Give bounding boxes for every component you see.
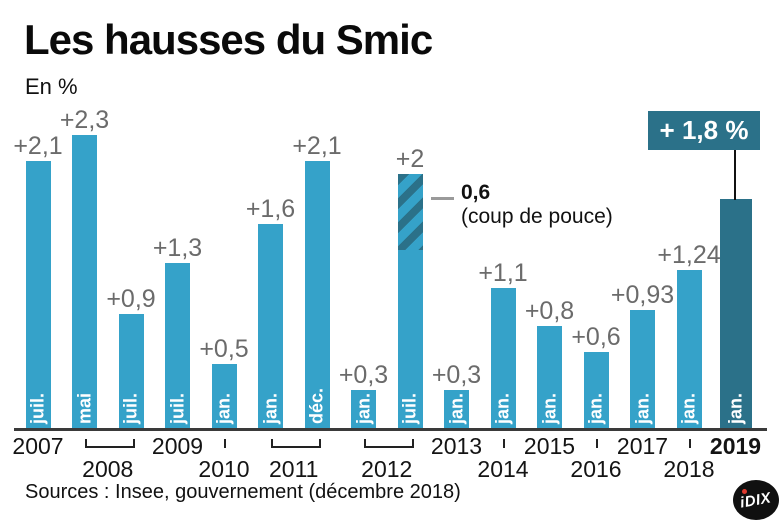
month-label: jan. (353, 392, 373, 424)
value-label: +2,1 (13, 131, 63, 160)
value-label: +1,1 (478, 259, 528, 288)
bar-2008-juil: juil. (118, 313, 144, 428)
year-label-2008: 2008 (82, 456, 134, 482)
coup-de-pouce-hatch (397, 173, 423, 250)
value-label: +2,1 (292, 131, 342, 160)
month-label: juil. (120, 392, 141, 424)
year-label-2015: 2015 (523, 433, 576, 459)
value-label: +0,3 (431, 360, 482, 389)
year-label-2013: 2013 (430, 433, 483, 459)
value-label: +2 (395, 144, 425, 173)
value-label: +0,5 (199, 335, 249, 364)
value-label: +1,3 (152, 233, 203, 262)
month-label: déc. (306, 387, 327, 424)
month-label: jan. (260, 392, 280, 424)
value-label: +0,8 (524, 297, 575, 326)
bar-2009-juil: juil. (165, 262, 190, 428)
bar-2016-jan: jan. (583, 351, 609, 428)
month-label: jan. (539, 392, 559, 424)
value-label: +0,93 (610, 280, 675, 309)
bar-2011-jan: jan. (258, 224, 283, 428)
year-label-2010: 2010 (198, 456, 250, 482)
month-label: mai (74, 392, 94, 424)
bar-2007-juil: juil. (25, 160, 51, 428)
month-label: juil. (167, 392, 187, 424)
year-bracket-2012 (363, 439, 414, 448)
annotation-connector-dash (431, 197, 454, 200)
month-label: jan. (585, 392, 606, 424)
x-axis-line (14, 428, 767, 431)
annotation-text: (coup de pouce) (461, 205, 613, 228)
bar-2014-jan: jan. (490, 288, 516, 428)
idix-logo: iDIX (733, 480, 779, 520)
bar-2018-jan: jan. (676, 270, 702, 428)
bar-2011-déc: déc. (304, 160, 330, 428)
year-bracket-2008 (84, 439, 135, 448)
bar-2012-juil: juil. (397, 173, 423, 428)
idix-logo-red-dot-icon (742, 489, 747, 494)
page-title: Les hausses du Smic (24, 16, 433, 63)
badge-connector-line (734, 150, 736, 200)
month-label: jan. (446, 392, 466, 424)
bar-2010-jan: jan. (211, 364, 237, 428)
sources-note: Sources : Insee, gouvernement (décembre … (25, 481, 461, 503)
year-label-2017: 2017 (616, 433, 669, 459)
year-label-2014: 2014 (477, 456, 529, 482)
bar-2008-mai: mai (72, 135, 97, 428)
value-label: +1,6 (245, 195, 296, 224)
value-label: +0,6 (571, 322, 621, 351)
year-label-2019: 2019 (709, 433, 762, 459)
bar-2013-jan: jan. (444, 389, 469, 428)
bar-2017-jan: jan. (630, 309, 655, 428)
unit-subtitle: En % (25, 74, 78, 99)
year-label-2011: 2011 (269, 456, 319, 482)
year-label-2007: 2007 (12, 433, 64, 459)
bar-2012-jan: jan. (351, 389, 376, 428)
year-tick-2014 (503, 439, 505, 448)
month-label: jan. (213, 392, 234, 424)
month-label: juil. (399, 392, 420, 424)
annotation-value: 0,6 (461, 181, 491, 204)
year-tick-2018 (689, 439, 691, 448)
year-label-2012: 2012 (361, 456, 413, 482)
month-label: jan. (632, 392, 652, 424)
value-label: +0,9 (106, 284, 156, 313)
month-label: jan. (678, 392, 699, 424)
month-label: juil. (27, 392, 48, 424)
month-label: jan. (492, 392, 513, 424)
year-bracket-2011 (270, 439, 321, 448)
year-label-2018: 2018 (663, 456, 715, 482)
year-tick-2016 (596, 439, 598, 448)
value-label: +0,3 (338, 360, 389, 389)
bar-2015-jan: jan. (537, 326, 562, 428)
value-label: +1,24 (657, 241, 721, 270)
value-label: +2,3 (59, 106, 110, 135)
bar-2019-jan: jan. (719, 199, 752, 428)
year-tick-2010 (224, 439, 226, 448)
year-label-2009: 2009 (151, 433, 204, 459)
highlight-badge-2019: + 1,8 % (648, 111, 760, 150)
year-label-2016: 2016 (570, 456, 622, 482)
month-label: jan. (725, 392, 745, 424)
